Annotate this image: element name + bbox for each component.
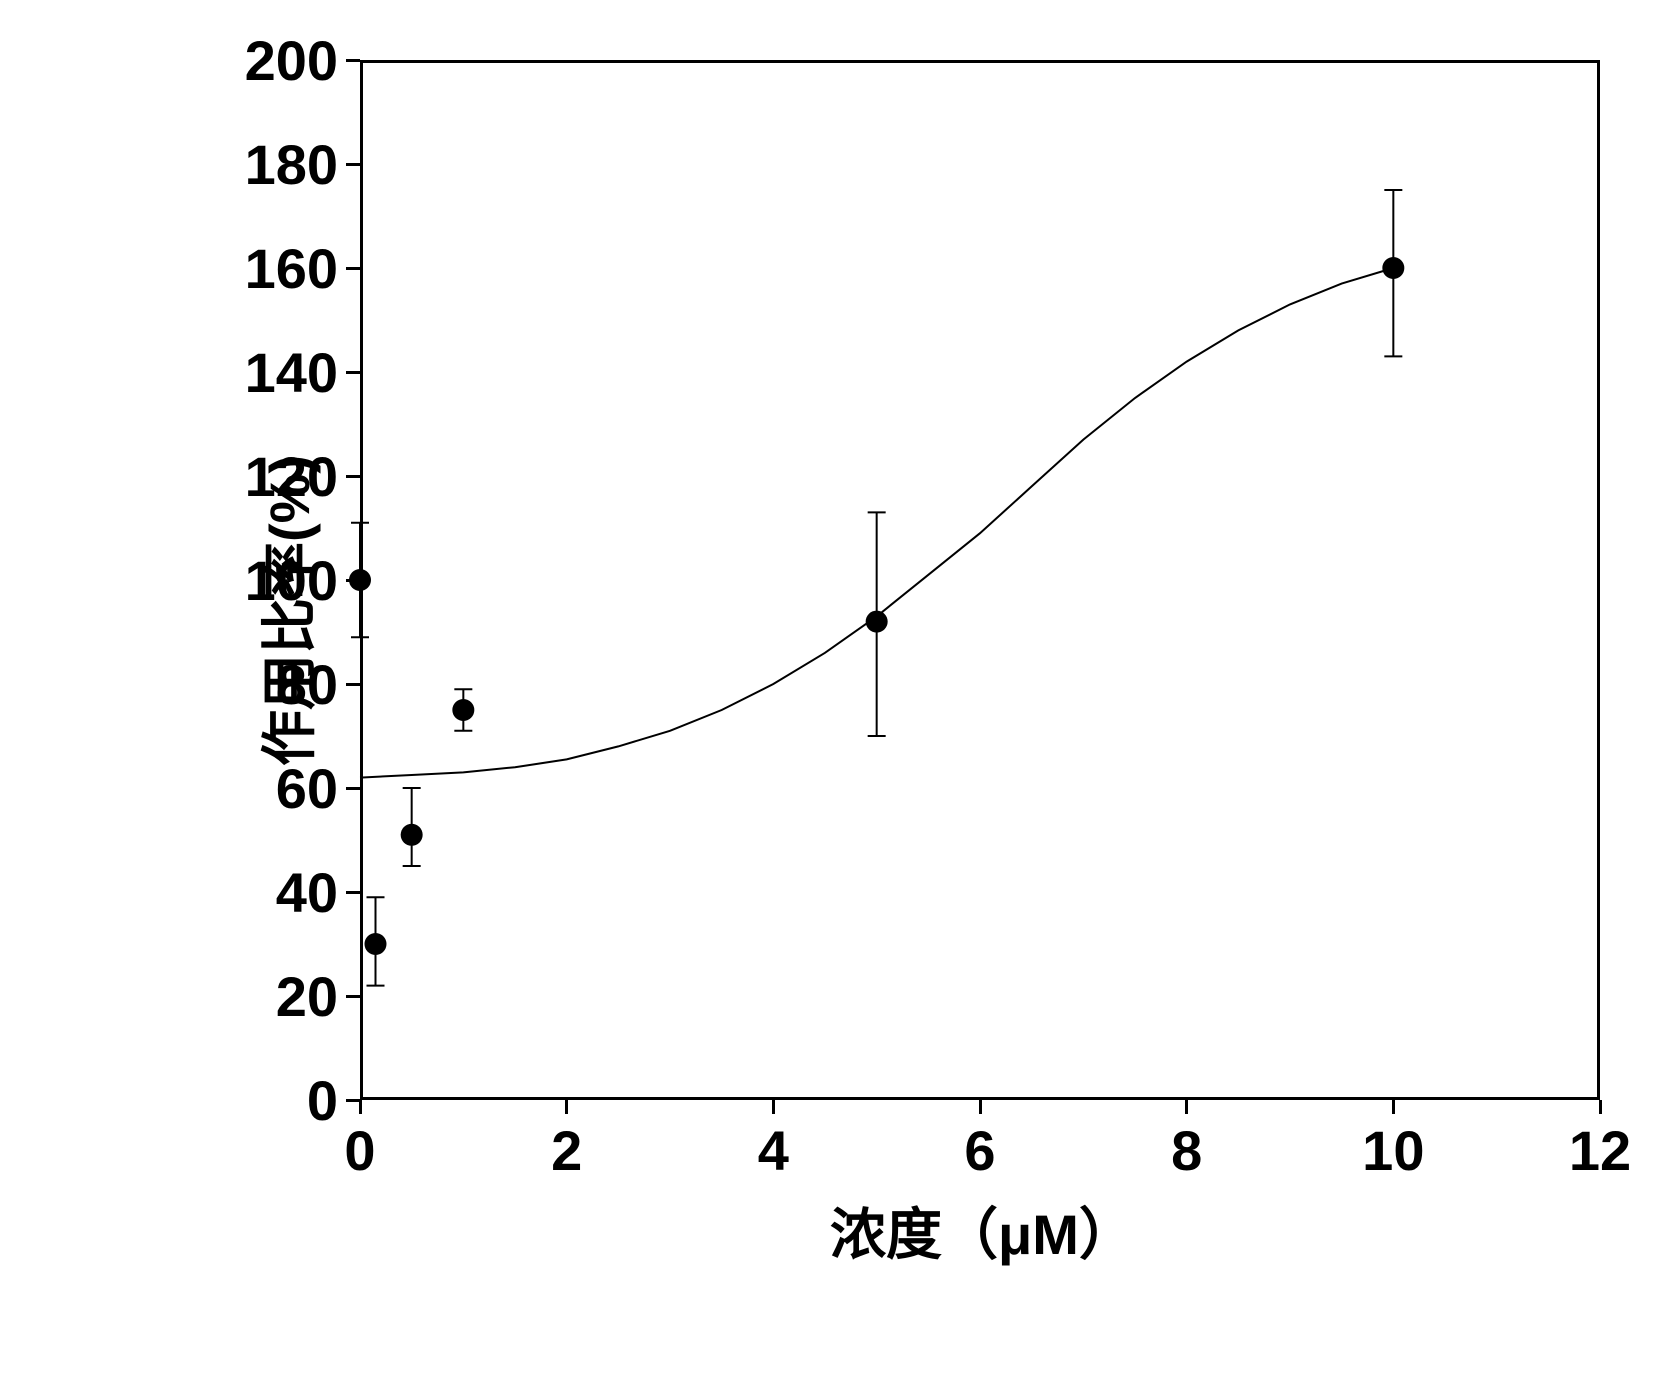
x-tick-mark	[1185, 1100, 1188, 1114]
y-tick-label: 60	[198, 756, 338, 821]
x-tick-mark	[772, 1100, 775, 1114]
y-tick-mark	[346, 267, 360, 270]
x-tick-label: 4	[723, 1118, 823, 1183]
data-point-marker	[866, 611, 888, 633]
data-point-marker	[401, 824, 423, 846]
x-tick-label: 2	[517, 1118, 617, 1183]
y-tick-label: 200	[198, 28, 338, 93]
y-tick-label: 140	[198, 340, 338, 405]
y-tick-mark	[346, 59, 360, 62]
y-tick-mark	[346, 683, 360, 686]
y-tick-mark	[346, 787, 360, 790]
y-tick-label: 180	[198, 132, 338, 197]
y-tick-mark	[346, 371, 360, 374]
x-tick-label: 10	[1343, 1118, 1443, 1183]
chart-container: 作用比率(%) 浓度（μM） 0204060801001201401601802…	[80, 40, 1600, 1340]
y-tick-label: 40	[198, 860, 338, 925]
y-tick-mark	[346, 995, 360, 998]
y-tick-label: 80	[198, 652, 338, 717]
x-tick-label: 6	[930, 1118, 1030, 1183]
y-tick-label: 120	[198, 444, 338, 509]
y-tick-mark	[346, 163, 360, 166]
y-tick-mark	[346, 579, 360, 582]
x-tick-label: 0	[310, 1118, 410, 1183]
y-tick-mark	[346, 475, 360, 478]
y-tick-label: 20	[198, 964, 338, 1029]
data-point-marker	[452, 699, 474, 721]
x-tick-mark	[565, 1100, 568, 1114]
x-tick-mark	[1392, 1100, 1395, 1114]
x-tick-mark	[1599, 1100, 1602, 1114]
x-tick-label: 8	[1137, 1118, 1237, 1183]
y-tick-mark	[346, 891, 360, 894]
x-tick-label: 12	[1550, 1118, 1650, 1183]
data-point-marker	[1382, 257, 1404, 279]
y-tick-label: 100	[198, 548, 338, 613]
data-point-marker	[365, 933, 387, 955]
y-tick-label: 160	[198, 236, 338, 301]
x-tick-mark	[359, 1100, 362, 1114]
x-axis-label: 浓度（μM）	[830, 1190, 1135, 1271]
x-tick-mark	[979, 1100, 982, 1114]
